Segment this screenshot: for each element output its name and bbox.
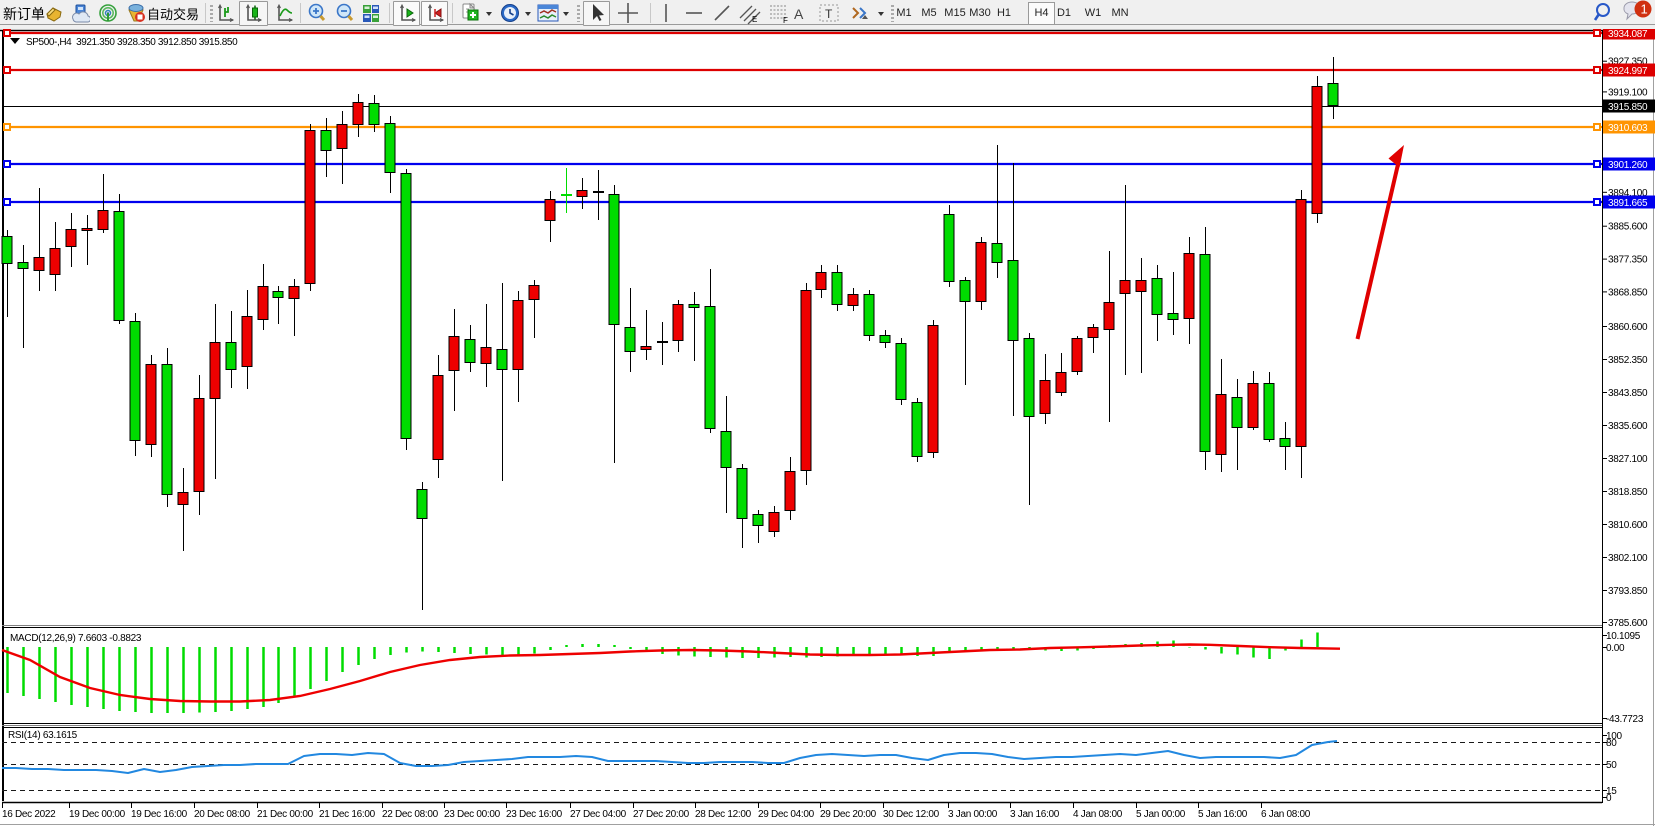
svg-text:-43.7723: -43.7723 <box>1606 714 1644 725</box>
svg-text:3793.850: 3793.850 <box>1608 586 1648 597</box>
svg-text:19 Dec 16:00: 19 Dec 16:00 <box>131 809 188 820</box>
svg-text:29 Dec 04:00: 29 Dec 04:00 <box>758 809 815 820</box>
svg-text:3915.850: 3915.850 <box>1608 102 1648 113</box>
svg-text:27 Dec 20:00: 27 Dec 20:00 <box>633 809 690 820</box>
svg-text:16 Dec 2022: 16 Dec 2022 <box>2 809 56 820</box>
svg-text:3891.665: 3891.665 <box>1608 198 1648 209</box>
svg-text:10.1095: 10.1095 <box>1606 631 1641 642</box>
svg-text:1: 1 <box>1641 2 1648 17</box>
svg-text:3910.603: 3910.603 <box>1608 123 1648 134</box>
svg-text:23 Dec 16:00: 23 Dec 16:00 <box>506 809 563 820</box>
svg-text:3843.850: 3843.850 <box>1608 388 1648 399</box>
svg-text:3810.600: 3810.600 <box>1608 520 1648 531</box>
svg-text:20 Dec 08:00: 20 Dec 08:00 <box>194 809 251 820</box>
svg-text:5 Jan 16:00: 5 Jan 16:00 <box>1198 809 1248 820</box>
svg-text:21 Dec 00:00: 21 Dec 00:00 <box>257 809 314 820</box>
svg-text:80: 80 <box>1606 738 1617 749</box>
svg-text:0.00: 0.00 <box>1606 643 1625 654</box>
svg-text:22 Dec 08:00: 22 Dec 08:00 <box>382 809 439 820</box>
svg-text:3818.850: 3818.850 <box>1608 487 1648 498</box>
svg-text:50: 50 <box>1606 760 1617 771</box>
svg-text:27 Dec 04:00: 27 Dec 04:00 <box>570 809 627 820</box>
svg-text:3894.100: 3894.100 <box>1608 188 1648 199</box>
svg-text:SP500-,H4 3921.350 3928.350 3: SP500-,H4 3921.350 3928.350 3912.850 391… <box>26 37 238 48</box>
svg-text:29 Dec 20:00: 29 Dec 20:00 <box>820 809 877 820</box>
svg-text:3 Jan 16:00: 3 Jan 16:00 <box>1010 809 1060 820</box>
svg-text:3835.600: 3835.600 <box>1608 421 1648 432</box>
svg-text:3885.600: 3885.600 <box>1608 222 1648 233</box>
svg-text:3860.600: 3860.600 <box>1608 322 1648 333</box>
svg-text:5 Jan 00:00: 5 Jan 00:00 <box>1136 809 1186 820</box>
svg-text:3919.100: 3919.100 <box>1608 87 1648 98</box>
svg-text:3901.260: 3901.260 <box>1608 160 1648 171</box>
svg-text:E: E <box>752 15 757 24</box>
svg-text:0: 0 <box>1606 793 1612 804</box>
svg-text:3827.100: 3827.100 <box>1608 454 1648 465</box>
svg-text:3802.100: 3802.100 <box>1608 553 1648 564</box>
svg-text:19 Dec 00:00: 19 Dec 00:00 <box>69 809 126 820</box>
svg-text:MACD(12,26,9) 7.6603 -0.8823: MACD(12,26,9) 7.6603 -0.8823 <box>10 633 142 644</box>
svg-text:T: T <box>825 7 833 21</box>
svg-text:RSI(14) 63.1615: RSI(14) 63.1615 <box>8 730 78 741</box>
svg-text:6 Jan 08:00: 6 Jan 08:00 <box>1261 809 1311 820</box>
svg-text:100: 100 <box>1606 731 1623 742</box>
svg-text:30 Dec 12:00: 30 Dec 12:00 <box>883 809 940 820</box>
svg-text:21 Dec 16:00: 21 Dec 16:00 <box>319 809 376 820</box>
svg-text:3 Jan 00:00: 3 Jan 00:00 <box>948 809 998 820</box>
svg-text:3868.850: 3868.850 <box>1608 287 1648 298</box>
svg-text:3785.600: 3785.600 <box>1608 618 1648 629</box>
svg-text:3927.350: 3927.350 <box>1608 57 1648 68</box>
svg-text:4 Jan 08:00: 4 Jan 08:00 <box>1073 809 1123 820</box>
svg-text:3934.087: 3934.087 <box>1608 29 1648 40</box>
svg-text:15: 15 <box>1606 786 1617 797</box>
svg-text:28 Dec 12:00: 28 Dec 12:00 <box>695 809 752 820</box>
svg-text:3924.997: 3924.997 <box>1608 66 1648 77</box>
svg-text:23 Dec 00:00: 23 Dec 00:00 <box>444 809 501 820</box>
svg-text:F: F <box>783 16 788 25</box>
svg-text:3877.350: 3877.350 <box>1608 255 1648 266</box>
svg-text:3852.350: 3852.350 <box>1608 355 1648 366</box>
